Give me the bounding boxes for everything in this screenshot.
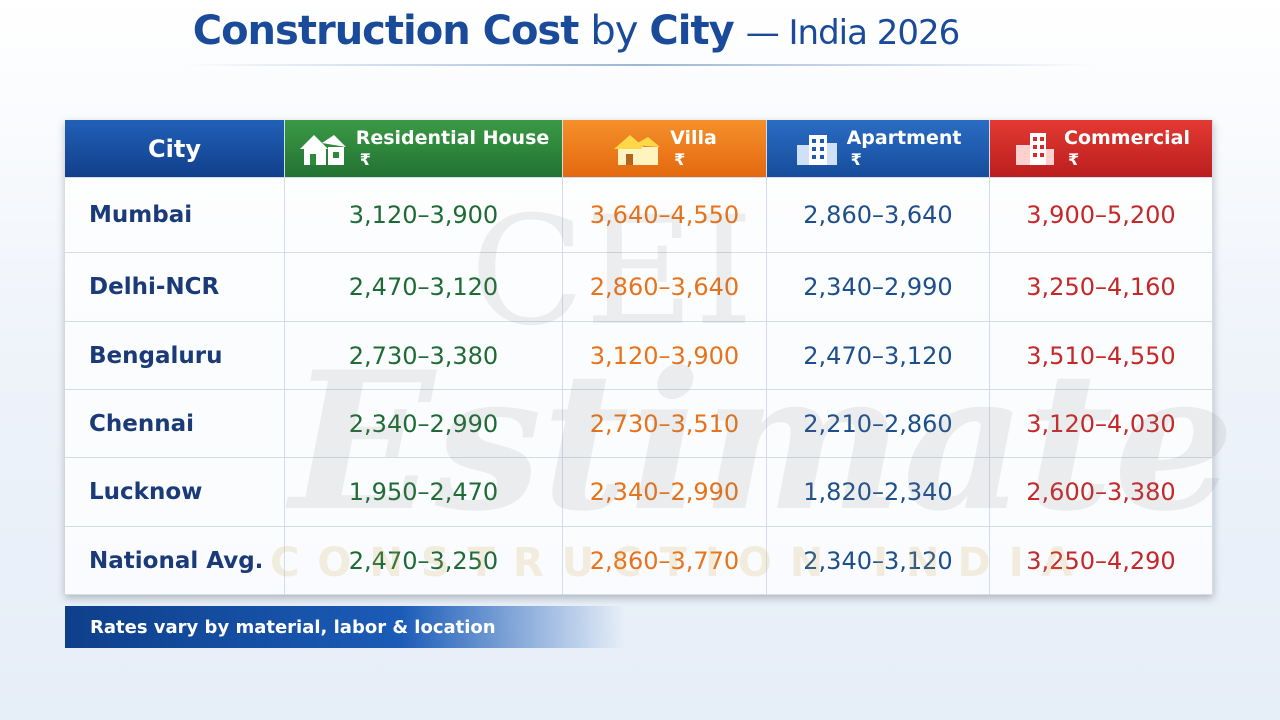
rate-value: 3,120–3,900 (589, 341, 740, 370)
header-label: Residential House ₹ (356, 127, 550, 171)
title: Construction Cost by City — India 2026 (0, 8, 1152, 54)
currency-symbol: ₹ (1068, 149, 1080, 169)
rate-cell: 2,470–3,250 (285, 527, 563, 595)
rate-cell: 2,470–3,120 (767, 322, 990, 390)
city-name: Lucknow (89, 479, 203, 505)
header-text: Apartment (846, 126, 962, 149)
city-name: National Avg. (89, 547, 264, 574)
city-name: Chennai (89, 410, 195, 437)
rate-value: 2,340–3,120 (803, 546, 953, 575)
currency-symbol: ₹ (850, 149, 862, 169)
header-text: Villa (670, 126, 717, 149)
city-cell: Mumbai (65, 178, 285, 253)
header-label: City (148, 134, 201, 163)
rate-value: 2,730–3,380 (348, 341, 499, 370)
rate-value: 2,470–3,250 (348, 546, 499, 575)
header-label: Villa ₹ (670, 127, 717, 171)
rate-value: 2,470–3,120 (348, 273, 499, 301)
rate-cell: 2,340–3,120 (767, 527, 990, 595)
city-cell: Chennai (65, 390, 285, 458)
rate-cell: 2,730–3,380 (285, 322, 563, 390)
rate-value: 2,600–3,380 (1026, 478, 1176, 506)
rate-value: 3,250–4,160 (1026, 273, 1176, 301)
currency-symbol: ₹ (359, 149, 371, 169)
rate-cell: 3,120–3,900 (285, 178, 563, 253)
rate-value: 2,860–3,770 (589, 546, 740, 575)
rate-cell: 3,250–4,290 (990, 527, 1213, 595)
column-header: City (65, 120, 285, 178)
column-icon (795, 131, 847, 167)
rate-value: 2,340–2,990 (803, 273, 953, 301)
rate-cell: 3,120–4,030 (990, 390, 1213, 458)
title-part: by (590, 8, 638, 54)
rate-cell: 2,860–3,640 (767, 178, 990, 253)
rate-cell: 3,900–5,200 (990, 178, 1213, 253)
rate-cell: 1,820–2,340 (767, 458, 990, 527)
currency-symbol: ₹ (674, 149, 686, 169)
rate-cell: 3,250–4,160 (990, 253, 1213, 322)
rate-cell: 1,950–2,470 (285, 458, 563, 527)
rate-value: 3,250–4,290 (1026, 546, 1176, 575)
rate-cell: 2,470–3,120 (285, 253, 563, 322)
rate-value: 2,860–3,640 (803, 201, 953, 229)
title-part: — India 2026 (745, 13, 961, 53)
rate-value: 3,510–4,550 (1026, 341, 1176, 370)
rate-cell: 2,340–2,990 (563, 458, 767, 527)
rate-cell: 3,510–4,550 (990, 322, 1213, 390)
column-icon (1012, 131, 1064, 167)
rate-cell: 2,340–2,990 (767, 253, 990, 322)
city-cell: Bengaluru (65, 322, 285, 390)
rate-cell: 3,640–4,550 (563, 178, 767, 253)
column-header: Residential House ₹ (285, 120, 563, 178)
column-header: Villa ₹ (563, 120, 767, 178)
rate-cell: 2,860–3,640 (563, 253, 767, 322)
rate-value: 2,210–2,860 (803, 409, 953, 438)
rate-cell: 2,730–3,510 (563, 390, 767, 458)
title-rule (180, 64, 1100, 66)
rate-value: 1,950–2,470 (348, 478, 499, 506)
cost-table: City Residential House ₹ Villa ₹ Apartment ₹ Co… (65, 120, 1213, 595)
column-icon (612, 131, 670, 167)
rate-cell: 2,860–3,770 (563, 527, 767, 595)
city-name: Mumbai (89, 202, 193, 228)
city-cell: Lucknow (65, 458, 285, 527)
city-cell: National Avg. (65, 527, 285, 595)
header-label: Apartment ₹ (847, 127, 962, 171)
column-icon (298, 131, 356, 167)
rate-value: 2,860–3,640 (589, 273, 740, 301)
rate-value: 2,470–3,120 (803, 341, 953, 370)
city-cell: Delhi-NCR (65, 253, 285, 322)
rate-cell: 2,340–2,990 (285, 390, 563, 458)
city-name: Delhi-NCR (89, 274, 220, 300)
rate-cell: 2,600–3,380 (990, 458, 1213, 527)
rate-value: 3,120–4,030 (1026, 409, 1176, 438)
column-header: Commercial ₹ (990, 120, 1213, 178)
footer-note: Rates vary by material, labor & location (65, 606, 625, 648)
rate-value: 1,820–2,340 (803, 478, 953, 506)
rate-value: 3,640–4,550 (589, 201, 740, 229)
footer-text: Rates vary by material, labor & location (90, 616, 496, 638)
rate-value: 2,340–2,990 (348, 409, 499, 438)
header-label: Commercial ₹ (1064, 127, 1190, 171)
rate-value: 2,730–3,510 (589, 409, 740, 438)
rate-value: 3,900–5,200 (1026, 201, 1176, 229)
header-text: Commercial (1064, 126, 1190, 149)
column-header: Apartment ₹ (767, 120, 990, 178)
title-part: Construction Cost (192, 8, 580, 54)
city-name: Bengaluru (89, 342, 223, 369)
rate-value: 3,120–3,900 (348, 201, 499, 229)
rate-value: 2,340–2,990 (589, 478, 740, 506)
rate-cell: 2,210–2,860 (767, 390, 990, 458)
header-text: City (148, 134, 201, 163)
header-text: Residential House (355, 126, 550, 149)
rate-cell: 3,120–3,900 (563, 322, 767, 390)
title-part: City (649, 8, 734, 54)
